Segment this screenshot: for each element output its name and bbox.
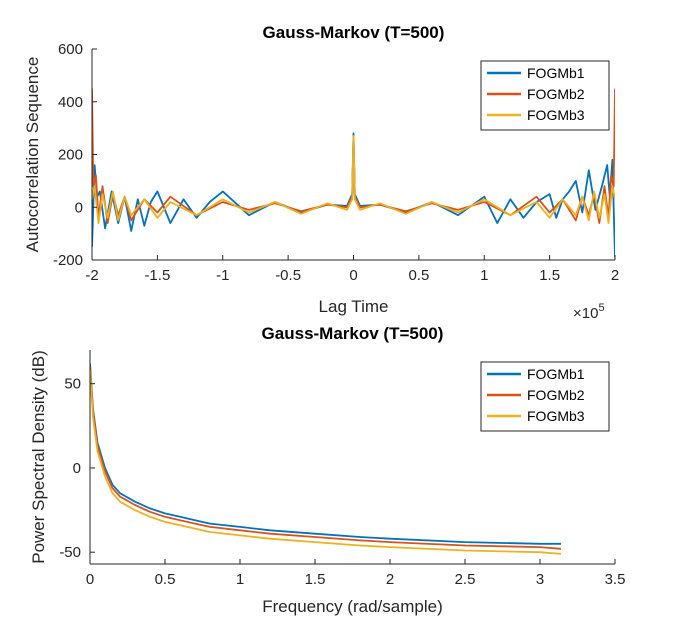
x-tick-label: -1 — [216, 267, 229, 284]
legend-label-fogmb1: FOGMb1 — [527, 65, 585, 81]
y-tick-label: 600 — [58, 41, 83, 58]
series-group — [90, 363, 562, 555]
y-tick-label: -200 — [53, 252, 83, 269]
legend-label-fogmb3: FOGMb3 — [527, 107, 585, 123]
x-tick-label: 0.5 — [155, 571, 176, 588]
legend: FOGMb1 FOGMb2 FOGMb3 — [480, 60, 610, 131]
x-tick-label: 0 — [349, 267, 357, 284]
x-tick-label: -2 — [85, 267, 98, 284]
x-tick-label: 2 — [386, 571, 394, 588]
series-line-fogmb3 — [90, 370, 562, 555]
x-exponent-power: 5 — [598, 302, 604, 314]
x-tick-label: 1.5 — [305, 571, 326, 588]
series-line-fogmb1 — [90, 363, 561, 545]
y-tick-label: 50 — [64, 376, 81, 393]
y-tick-label: 0 — [75, 199, 83, 216]
x-tick-label: -0.5 — [275, 267, 301, 284]
chart-title: Gauss-Markov (T=500) — [263, 23, 445, 42]
x-tick-label: 2 — [611, 267, 619, 284]
y-tick-label: 400 — [58, 94, 83, 111]
series-line-fogmb3 — [92, 135, 615, 225]
y-axis-label: Autocorrelation Sequence — [23, 57, 42, 253]
x-exponent-label: ×105 — [573, 302, 605, 322]
x-tick-label: 3 — [536, 571, 544, 588]
series-line-fogmb2 — [90, 366, 562, 550]
legend: FOGMb1 FOGMb2 FOGMb3 — [480, 361, 610, 432]
x-tick-label: 0.5 — [408, 267, 429, 284]
x-tick-label: 2.5 — [455, 571, 476, 588]
y-tick-label: 0 — [73, 460, 81, 477]
psd-chart: 0 0.5 1 1.5 2 2.5 3 3.5 -50 0 50 Gauss-Markov (T=50… — [29, 324, 625, 616]
x-tick-label: 1.5 — [539, 267, 560, 284]
y-tick-label: -50 — [59, 544, 81, 561]
x-exponent-base: ×10 — [573, 305, 598, 322]
series-group — [92, 88, 615, 258]
autocorrelation-chart: -2 -1.5 -1 -0.5 0 0.5 1 1.5 2 -200 0 200 400 600 Gauss… — [23, 23, 619, 322]
x-tick-label: 1 — [236, 571, 244, 588]
series-line-fogmb1 — [92, 132, 615, 258]
legend-label-fogmb3: FOGMb3 — [527, 408, 585, 424]
x-tick-label: -1.5 — [144, 267, 170, 284]
legend-label-fogmb2: FOGMb2 — [527, 86, 585, 102]
x-tick-label: 0 — [86, 571, 94, 588]
x-tick-label: 1 — [480, 267, 488, 284]
chart-title: Gauss-Markov (T=500) — [262, 324, 444, 343]
x-axis-label: Lag Time — [319, 297, 389, 316]
x-axis-label: Frequency (rad/sample) — [262, 597, 442, 616]
legend-label-fogmb1: FOGMb1 — [527, 366, 585, 382]
legend-label-fogmb2: FOGMb2 — [527, 387, 585, 403]
x-tick-label: 3.5 — [605, 571, 626, 588]
y-axis-label: Power Spectral Density (dB) — [29, 350, 48, 564]
y-tick-label: 200 — [58, 147, 83, 164]
